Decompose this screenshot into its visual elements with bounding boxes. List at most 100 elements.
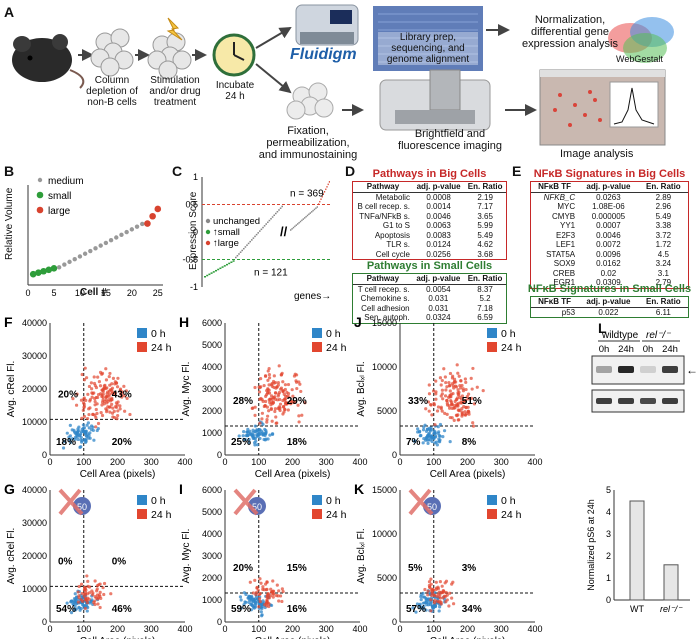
data-point	[96, 421, 101, 426]
data-point	[267, 366, 271, 371]
data-point	[293, 400, 297, 404]
blot-band	[596, 398, 612, 404]
table-cell: 0.0324	[426, 313, 451, 322]
data-point	[204, 276, 206, 278]
data-point	[313, 208, 316, 211]
data-point	[441, 588, 445, 593]
table-cell: 2.96	[655, 202, 672, 211]
data-point	[248, 594, 252, 599]
data-point	[87, 591, 92, 595]
legend-label: 0 h	[151, 495, 166, 507]
table-cell: p53	[561, 307, 576, 317]
tick-label: 400	[527, 624, 542, 634]
data-point	[84, 438, 88, 442]
scatter-panel-h: H 0 1000 2000 3000 4000 5000 6000 0 100 200 300 400 A…	[179, 315, 368, 480]
data-point	[440, 584, 444, 588]
legend-marker	[487, 328, 497, 338]
table-row: Chemokine s. 0.031 5.2	[353, 294, 506, 304]
table-header: En. Ratio	[464, 274, 506, 285]
data-point	[316, 206, 318, 208]
data-point	[56, 265, 62, 270]
data-point	[448, 591, 452, 595]
y-axis-label: Avg. Bclₓₗ Fl.	[356, 528, 367, 583]
data-point	[426, 589, 430, 593]
data-point	[241, 434, 245, 438]
data-point	[77, 254, 83, 259]
table-cell: SOX9	[553, 259, 576, 268]
data-point	[292, 226, 295, 229]
data-point	[77, 584, 81, 589]
data-point	[98, 590, 102, 594]
data-point	[322, 193, 324, 195]
blot-band	[662, 366, 678, 373]
data-point	[463, 410, 467, 414]
tick-label: 0	[193, 227, 198, 237]
panel-label-c: C	[172, 163, 183, 179]
data-point	[295, 386, 299, 391]
legend-label: 24 h	[501, 509, 522, 521]
quadrant-label: 54%	[56, 604, 76, 615]
data-point	[448, 383, 452, 388]
data-point	[309, 212, 311, 214]
data-point	[260, 417, 264, 421]
lane-label: 0h	[599, 344, 610, 355]
data-point	[466, 409, 471, 414]
data-point	[441, 435, 445, 439]
data-point	[418, 602, 422, 606]
data-point	[431, 606, 435, 610]
data-point	[267, 376, 272, 380]
data-point	[65, 601, 69, 605]
data-point	[107, 392, 112, 396]
table-header: adj. p-value	[412, 274, 465, 285]
data-point	[104, 407, 108, 411]
fixation-text: Fixation, permeabilization, and immunost…	[258, 125, 358, 161]
western-blot-loading	[591, 389, 685, 413]
data-point	[90, 391, 94, 395]
data-point	[428, 585, 432, 590]
tick-label: 5000	[202, 340, 222, 350]
data-point	[259, 581, 263, 585]
wildtype-label: wildtype	[601, 330, 639, 341]
data-point	[104, 398, 108, 402]
data-point	[312, 209, 314, 212]
data-point	[444, 590, 448, 595]
data-point	[94, 425, 98, 429]
data-point	[277, 599, 281, 603]
data-point	[424, 436, 428, 441]
data-point	[422, 604, 426, 609]
data-point	[427, 580, 432, 584]
legend-label: 0 h	[326, 328, 341, 340]
data-point	[311, 211, 313, 213]
data-point	[89, 599, 93, 604]
panel-c-chart: 1 0.5 0 -0.5 -1 n = 369 n = 121 // unchanged↑sma…	[182, 172, 331, 302]
data-point	[247, 437, 251, 442]
table-cell: 0.0072	[596, 240, 621, 249]
data-point	[262, 383, 266, 388]
inhibitor-label: 50	[77, 502, 87, 512]
data-point	[292, 374, 297, 378]
panel-label: K	[354, 481, 364, 497]
data-point	[93, 595, 97, 599]
data-point	[239, 251, 242, 253]
tick-label: 400	[352, 457, 367, 467]
data-point	[102, 581, 107, 586]
data-point	[426, 441, 430, 445]
y-axis-label: Avg. Myc Fl.	[181, 529, 192, 584]
data-point	[250, 433, 254, 437]
table-row: E2F3 0.0046 3.72	[531, 231, 688, 241]
webgestalt-label: WebGestalt	[616, 54, 663, 64]
data-point	[247, 441, 251, 445]
scatter-panel-i: I 0 1000 2000 3000 4000 5000 6000 0 100 200 300 400 A…	[179, 481, 368, 639]
scatter-panel-j: J 0 5000 10000 15000 0 100 200 300 400 Avg. Bclₓₗ …	[354, 315, 543, 480]
data-point	[116, 376, 120, 380]
lane-label: 24h	[662, 344, 678, 355]
x-axis-label: Cell Area (pixels)	[80, 636, 156, 639]
data-point	[246, 427, 250, 431]
data-point	[424, 407, 428, 411]
data-point	[456, 371, 460, 375]
data-point	[210, 272, 213, 274]
data-point	[112, 409, 116, 413]
data-point	[437, 609, 441, 613]
table-cell: 7.17	[477, 202, 493, 211]
data-point	[265, 604, 269, 608]
